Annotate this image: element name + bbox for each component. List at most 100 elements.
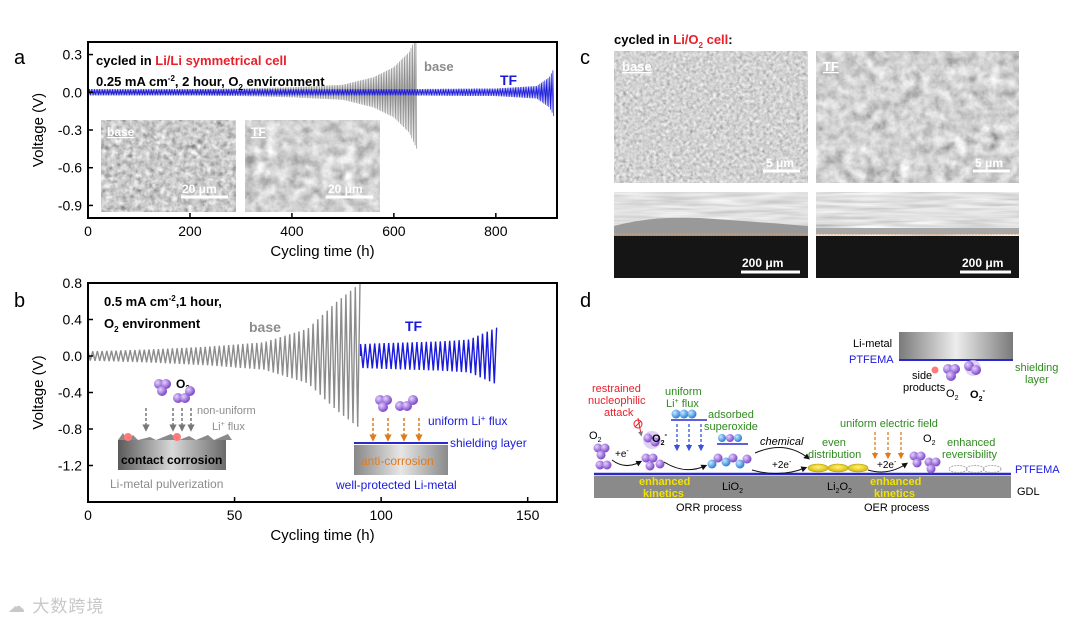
panel-b-base-schematic: O2 non-uniform Li+ flux contact corrosio… <box>110 377 256 491</box>
enhanced-kinetics-label-2: kinetics <box>643 488 684 500</box>
x-axis-label: Cycling time (h) <box>270 243 374 260</box>
non-uniform-label: non-uniform <box>197 405 256 417</box>
y-tick-label: -0.9 <box>58 197 82 213</box>
scalebar-label: 20 μm <box>182 182 217 196</box>
sem-tf-cross-section: 200 μm <box>816 192 1019 278</box>
panel-d-main-schematic: PTFEMA GDL ORR process OER process O2 +e… <box>588 383 1060 514</box>
watermark-logo-icon: ☁︎ <box>8 597 26 617</box>
series-tf-line <box>88 70 555 117</box>
x-axis-label: Cycling time (h) <box>270 527 374 544</box>
sem-base-cross-section: 200 μm <box>614 192 808 278</box>
side-product-icon <box>931 366 939 374</box>
sem-base-label: base <box>622 59 652 74</box>
panel-b-tf-label: TF <box>405 318 423 334</box>
panel-a-tf-label: TF <box>500 72 518 88</box>
li2o2-disc-icon <box>807 463 829 473</box>
panel-a-condition: 0.25 mA cm-2, 2 hour, O2 environment <box>96 74 325 92</box>
enhanced-kinetics-label-2: kinetics <box>874 488 915 500</box>
uniform-label: uniform <box>665 386 702 398</box>
scalebar-label: 200 μm <box>742 256 783 270</box>
watermark-text: 大数跨境 <box>32 597 105 617</box>
gdl-block <box>594 476 1011 498</box>
ptfema-label: PTFEMA <box>1015 464 1060 476</box>
ptfema-label: PTFEMA <box>849 354 894 366</box>
sem-tf-label: TF <box>823 59 839 74</box>
enhanced-kinetics-label-1: enhanced <box>870 476 921 488</box>
adsorbed-label-2: superoxide <box>704 421 758 433</box>
contact-corrosion-label: contact corrosion <box>121 453 222 467</box>
orr-label: ORR process <box>676 502 743 514</box>
superoxide-label: O2- <box>652 430 667 447</box>
scalebar-label: 5 μm <box>766 156 794 170</box>
series-base-line <box>88 283 361 427</box>
distribution-label: distribution <box>808 449 861 461</box>
scalebar-label: 5 μm <box>975 156 1003 170</box>
enhanced-kinetics-label-1: enhanced <box>639 476 690 488</box>
y-tick-label: -1.2 <box>58 458 82 474</box>
plus-2e-label: +2e- <box>772 459 792 471</box>
even-label: even <box>822 437 846 449</box>
o2-label: O2 <box>923 433 936 447</box>
shielding-label-1: shielding <box>1015 362 1058 374</box>
adsorbed-label-1: adsorbed <box>708 409 754 421</box>
restrained-label-3: attack <box>604 407 634 419</box>
anti-corrosion-label: anti-corrosion <box>361 454 434 468</box>
o2-label: O2 <box>946 388 959 402</box>
plus-e-label: +e- <box>615 448 629 460</box>
x-tick-label: 800 <box>484 223 508 239</box>
x-tick-label: 0 <box>84 507 92 523</box>
uniform-field-label: uniform electric field <box>840 418 938 430</box>
panel-d-shield-inset: Li-metal PTFEMA side products O2 O2- shi… <box>849 332 1058 403</box>
forbidden-icon <box>633 419 643 429</box>
panel-a-label: a <box>14 47 26 69</box>
li-metal-block <box>354 445 448 475</box>
li2o2-label: Li2O2 <box>827 481 852 495</box>
panel-a-title: cycled in Li/Li symmetrical cell <box>96 53 287 68</box>
li-metal-label: Li-metal <box>853 338 892 350</box>
protected-label: well-protected Li-metal <box>335 478 457 492</box>
panel-a-inset-tf: TF 20 μm <box>245 120 380 212</box>
panel-d-label: d <box>580 290 591 312</box>
y-tick-label: -0.3 <box>58 122 82 138</box>
panel-b-base-label: base <box>249 319 281 335</box>
panel-b-condition-1: 0.5 mA cm-2,1 hour, <box>104 294 222 309</box>
panel-c-label: c <box>580 47 590 69</box>
o2-label: O2 <box>589 430 602 444</box>
y-tick-label: -0.4 <box>58 385 82 401</box>
x-tick-label: 100 <box>369 507 393 523</box>
inset-tf-label: TF <box>251 125 266 139</box>
enhanced-reversibility-label-1: enhanced <box>947 437 995 449</box>
corrosion-spot-icon <box>124 433 132 441</box>
li-metal-block <box>118 440 226 470</box>
sem-tf-top: TF 5 μm <box>816 51 1019 183</box>
li-metal-block <box>899 332 1013 360</box>
y-tick-label: 0.4 <box>63 312 83 328</box>
panel-b-label: b <box>14 290 25 312</box>
y-axis-label: Voltage (V) <box>30 93 47 167</box>
series-tf-line <box>359 327 498 384</box>
side-products-label-2: products <box>903 382 946 394</box>
y-tick-label: -0.8 <box>58 421 82 437</box>
x-tick-label: 0 <box>84 223 92 239</box>
shielding-label-2: layer <box>1025 374 1049 386</box>
side-products-label-1: side <box>912 370 932 382</box>
restrained-label-2: nucleophilic <box>588 395 646 407</box>
oer-label: OER process <box>864 502 930 514</box>
y-tick-label: 0.8 <box>63 275 83 291</box>
x-tick-label: 50 <box>227 507 243 523</box>
restrained-label-1: restrained <box>592 383 641 395</box>
li-flux-label: Li+ flux <box>666 398 699 410</box>
x-tick-label: 400 <box>280 223 304 239</box>
y-tick-label: 0.3 <box>63 47 83 63</box>
y-tick-label: -0.6 <box>58 160 82 176</box>
dissolved-disc-icon <box>948 465 968 473</box>
x-tick-label: 150 <box>516 507 540 523</box>
y-axis-label: Voltage (V) <box>30 355 47 429</box>
y-tick-label: 0.0 <box>63 84 83 100</box>
panel-b-tf-schematic: uniform Li+ flux shielding layer anti-co… <box>335 395 527 492</box>
chemical-label: chemical <box>760 436 804 448</box>
panel-a-inset-base: base 20 μm <box>101 120 236 212</box>
x-tick-label: 200 <box>178 223 202 239</box>
sem-base-top: base 5 μm <box>614 51 808 183</box>
